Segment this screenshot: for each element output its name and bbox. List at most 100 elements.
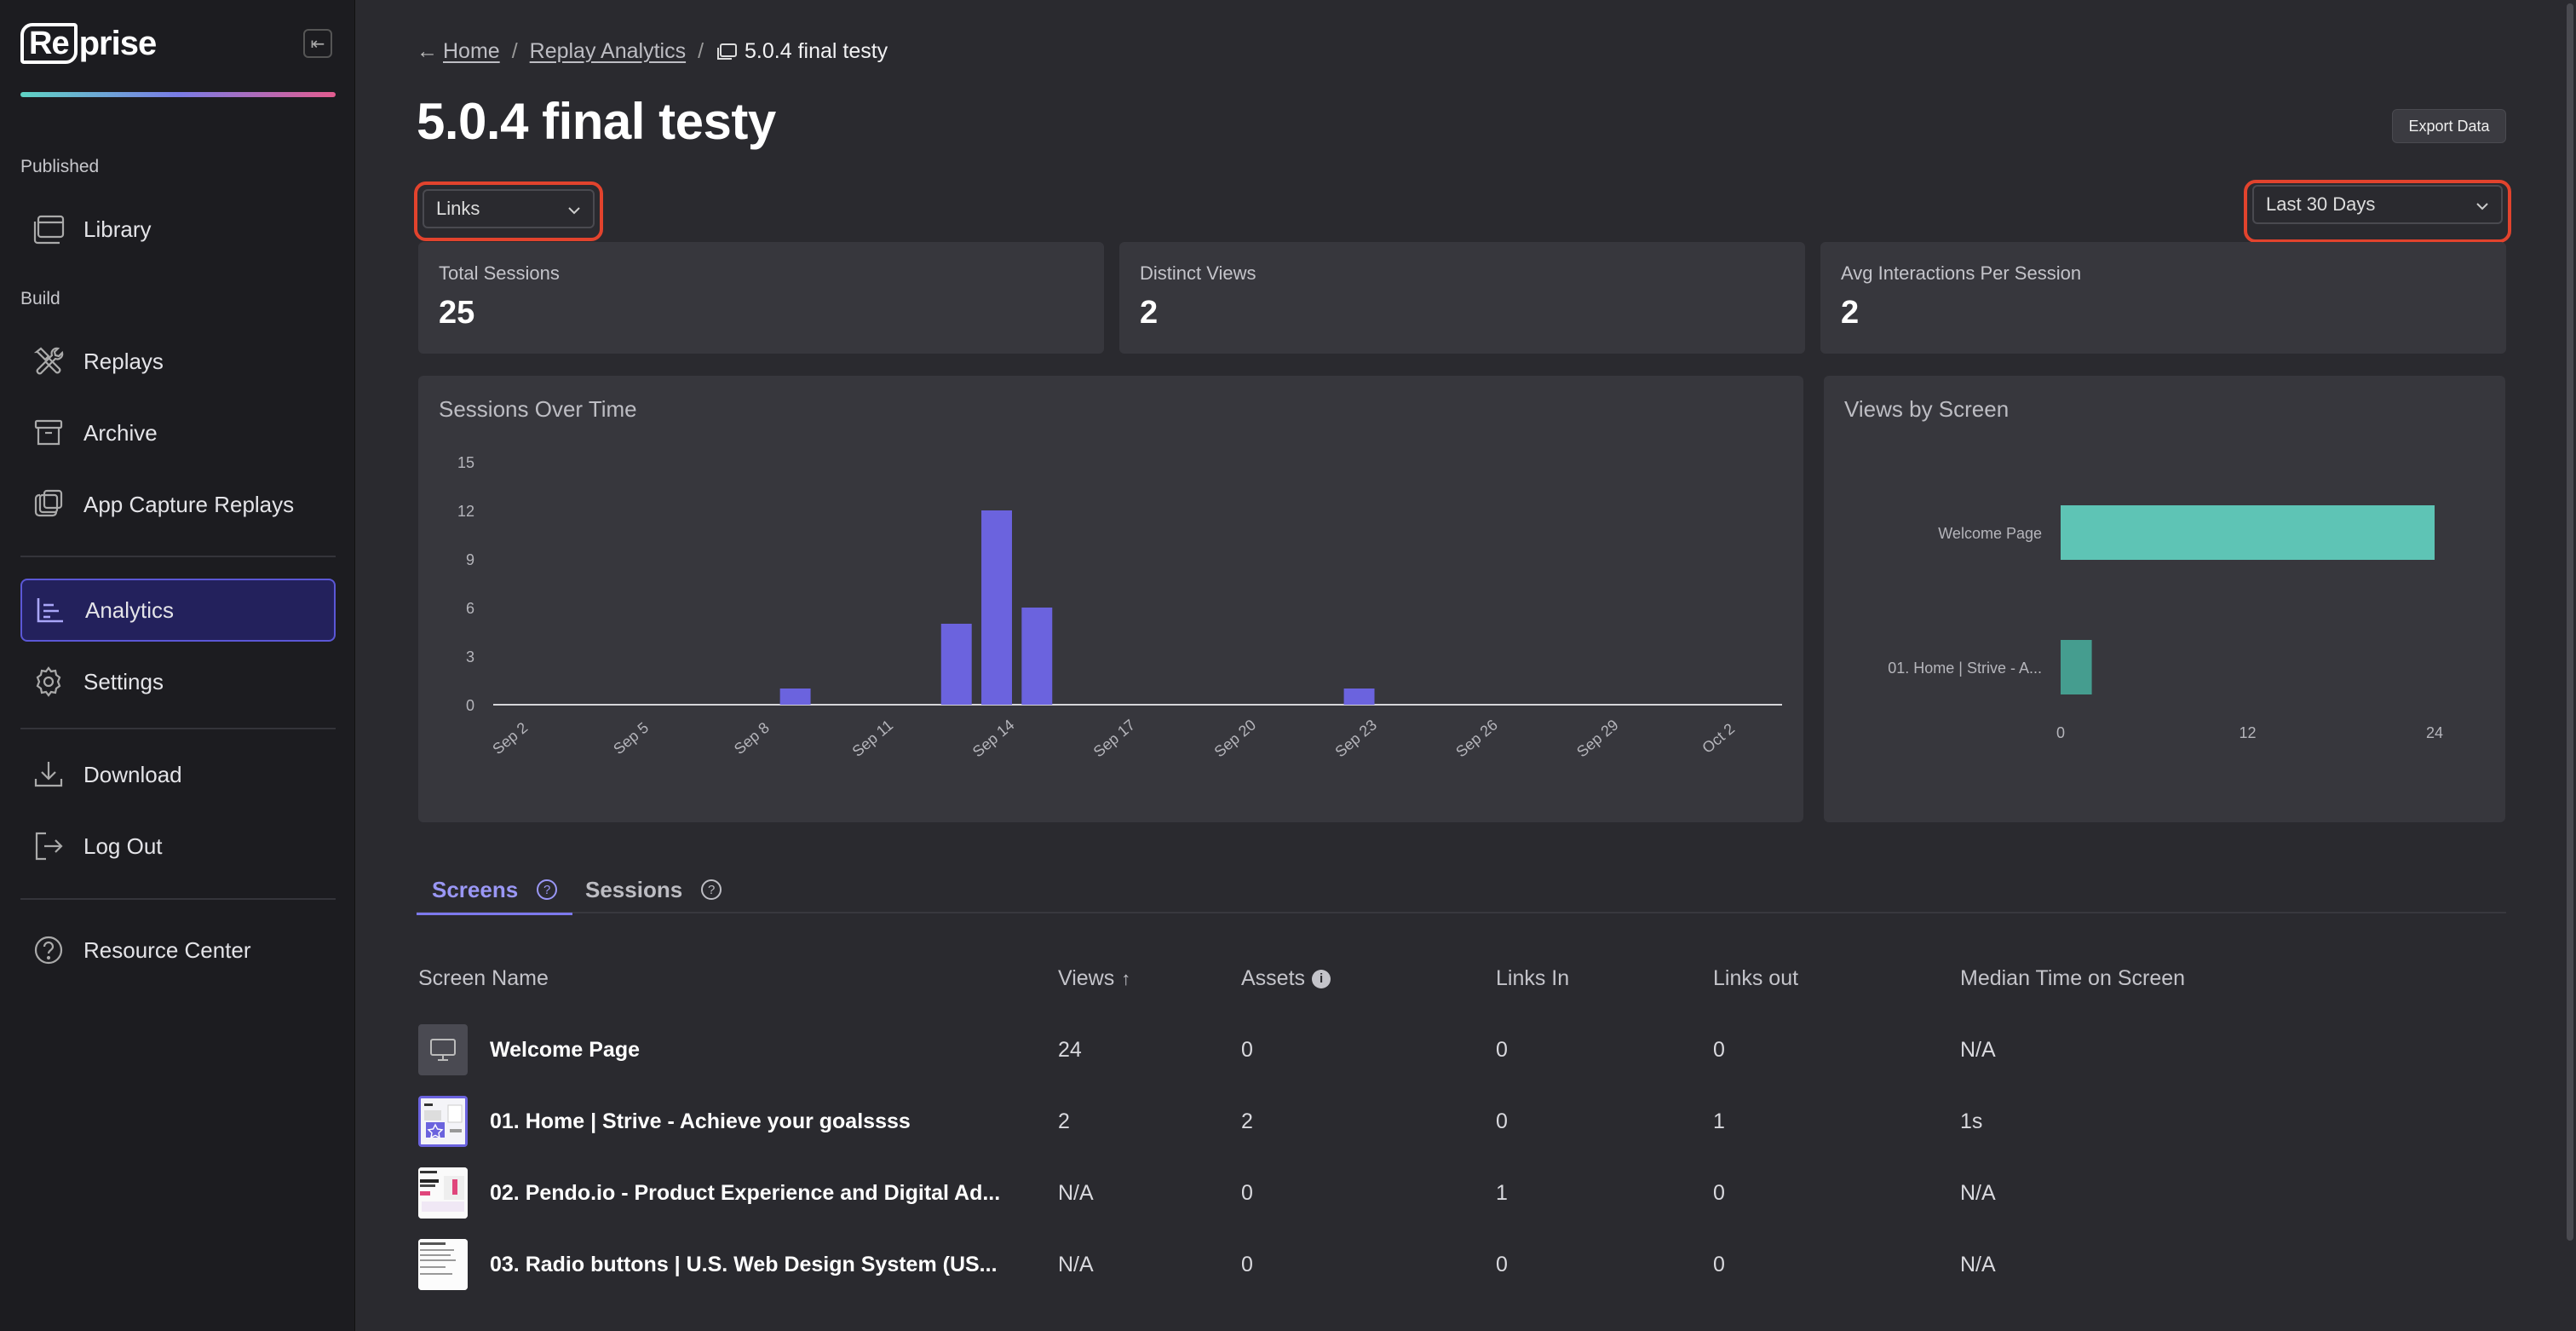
sidebar-item-analytics[interactable]: Analytics	[20, 579, 336, 642]
views-cell: 24	[1058, 1037, 1082, 1062]
x-tick-label: Sep 8	[731, 719, 773, 758]
y-category-label: 01. Home | Strive - A...	[1888, 660, 2042, 677]
tab-screens[interactable]: Screens ?	[416, 866, 573, 915]
download-icon	[31, 757, 66, 792]
x-tick-label: Sep 2	[489, 719, 531, 758]
y-tick-label: 12	[457, 503, 474, 520]
highlight-annotation	[414, 182, 603, 241]
stat-value: 2	[1140, 295, 1159, 331]
links-out-cell: 0	[1713, 1252, 1725, 1276]
links-in-cell: 0	[1496, 1252, 1508, 1276]
help-icon[interactable]: ?	[537, 879, 558, 900]
views-by-screen-chart: Welcome Page 01. Home | Strive - A... 0 12 2…	[1888, 505, 2443, 741]
page-title: 5.0.4 final testy	[417, 93, 776, 150]
sidebar-item-label: Resource Center	[83, 936, 251, 963]
chevron-down-icon	[2475, 193, 2489, 216]
links-in-cell: 1	[1496, 1180, 1508, 1205]
column-header-links-in[interactable]: Links In	[1496, 966, 1570, 990]
sidebar-item-label: Download	[83, 761, 182, 787]
info-icon[interactable]: i	[1312, 969, 1331, 988]
sidebar-item-label: App Capture Replays	[83, 491, 295, 517]
stat-value: 25	[439, 295, 475, 331]
date-range-select-value: Last 30 Days	[2266, 193, 2376, 215]
layers-icon	[31, 487, 66, 522]
assets-cell: 2	[1241, 1109, 1253, 1133]
tab-label: Sessions	[585, 876, 683, 902]
tab-sessions[interactable]: Sessions ?	[585, 866, 722, 913]
date-range-select[interactable]: Last 30 Days	[2252, 185, 2503, 224]
screen-name[interactable]: 01. Home | Strive - Achieve your goalsss…	[490, 1109, 911, 1133]
sidebar-item-label: Archive	[83, 419, 158, 446]
sidebar-divider	[20, 898, 336, 900]
type-select-value: Links	[436, 198, 480, 219]
type-select[interactable]: Links	[423, 189, 595, 228]
x-tick-label: Sep 14	[969, 716, 1018, 760]
table-row[interactable]: Welcome Page 24 0 0 0 N/A	[417, 1023, 2506, 1094]
highlight-annotation	[2244, 180, 2511, 243]
scrollbar-thumb[interactable]	[2567, 3, 2573, 1241]
screenshot-thumbnail	[418, 1096, 468, 1147]
sidebar-item-label: Library	[83, 216, 152, 242]
table-row[interactable]: 02. Pendo.io - Product Experience and Di…	[417, 1166, 2506, 1237]
chart-bar	[1343, 689, 1375, 705]
chart-bar	[2061, 505, 2435, 560]
y-tick-label: 0	[466, 697, 474, 714]
sidebar-item-log-out[interactable]: Log Out	[20, 816, 336, 876]
assets-cell: 0	[1241, 1252, 1253, 1276]
help-icon[interactable]: ?	[701, 879, 722, 900]
export-data-button[interactable]: Export Data	[2392, 109, 2506, 143]
breadcrumb-separator: /	[511, 39, 518, 63]
breadcrumb-current: 5.0.4 final testy	[745, 39, 888, 63]
collapse-sidebar-button[interactable]: ⇤	[303, 29, 332, 58]
bar-chart-icon	[32, 592, 68, 628]
sidebar-item-resource-center[interactable]: Resource Center	[20, 920, 336, 980]
median-time-cell: N/A	[1960, 1037, 1996, 1062]
breadcrumb-home-link[interactable]: Home	[443, 39, 500, 63]
column-header-views[interactable]: Views ↑	[1058, 966, 1130, 991]
tab-label: Screens	[432, 876, 519, 902]
chart-bar	[1021, 608, 1053, 705]
tools-icon	[31, 343, 66, 379]
sidebar-item-replays[interactable]: Replays	[20, 331, 336, 391]
views-cell: 2	[1058, 1109, 1070, 1133]
x-tick-label: Oct 2	[1699, 720, 1738, 757]
breadcrumb-replay-analytics-link[interactable]: Replay Analytics	[529, 39, 687, 63]
table-row[interactable]: 03. Radio buttons | U.S. Web Design Syst…	[417, 1237, 2506, 1309]
back-arrow-icon[interactable]: ←	[417, 39, 438, 63]
sidebar-item-settings[interactable]: Settings	[20, 652, 336, 712]
column-header-screen-name[interactable]: Screen Name	[418, 966, 549, 990]
chart-bar	[779, 689, 811, 705]
column-header-assets[interactable]: Assets i	[1241, 966, 1331, 991]
column-header-median-time[interactable]: Median Time on Screen	[1960, 966, 2186, 990]
sidebar-item-label: Log Out	[83, 833, 163, 859]
sidebar-item-app-capture-replays[interactable]: App Capture Replays	[20, 475, 336, 534]
logout-icon	[31, 828, 66, 864]
sidebar-item-archive[interactable]: Archive	[20, 403, 336, 463]
assets-cell: 0	[1241, 1037, 1253, 1062]
screen-name[interactable]: 02. Pendo.io - Product Experience and Di…	[490, 1180, 1001, 1205]
x-tick-label: Sep 11	[849, 717, 897, 760]
sidebar-item-download[interactable]: Download	[20, 745, 336, 804]
logo-text: prise	[78, 24, 158, 62]
chart-bar	[2061, 640, 2092, 694]
y-tick-label: 9	[466, 551, 474, 568]
sessions-over-time-chart: 15 12 9 6 3 0 Sep 2 Sep 5 Sep 8 Sep 11 Sep 14 Sep 1…	[457, 454, 1782, 760]
screen-name[interactable]: 03. Radio buttons | U.S. Web Design Syst…	[490, 1252, 998, 1276]
library-icon	[31, 211, 66, 247]
brand-gradient-divider	[20, 92, 336, 97]
median-time-cell: N/A	[1960, 1252, 1996, 1276]
sidebar-item-library[interactable]: Library	[20, 199, 336, 259]
column-header-links-out[interactable]: Links out	[1713, 966, 1799, 990]
collapse-icon: ⇤	[310, 34, 325, 54]
page-scrollbar[interactable]	[2564, 0, 2576, 1331]
column-header-label: Views	[1058, 966, 1115, 990]
table-row[interactable]: 01. Home | Strive - Achieve your goalsss…	[417, 1094, 2506, 1166]
sidebar: Re prise ⇤ Published Library Build Replay…	[0, 0, 355, 1331]
chart-title: Sessions Over Time	[439, 396, 637, 422]
links-out-cell: 1	[1713, 1109, 1725, 1133]
links-in-cell: 0	[1496, 1037, 1508, 1062]
links-out-cell: 0	[1713, 1180, 1725, 1205]
screen-name[interactable]: Welcome Page	[490, 1037, 641, 1062]
reprise-logo[interactable]: Re prise	[20, 22, 158, 65]
x-tick-label: 0	[2056, 724, 2065, 741]
